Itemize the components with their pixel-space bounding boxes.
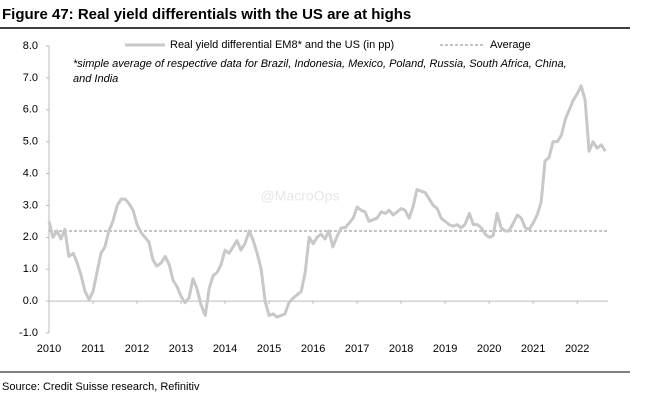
x-tick-label: 2013 <box>169 343 193 355</box>
y-tick-label: 5.0 <box>23 136 38 148</box>
x-tick-label: 2019 <box>433 343 457 355</box>
y-tick-label: 8.0 <box>23 40 38 52</box>
x-tick-label: 2017 <box>345 343 369 355</box>
watermark: @MacroOps <box>261 188 340 204</box>
y-tick-label: 2.0 <box>23 231 38 243</box>
x-tick-label: 2018 <box>389 343 413 355</box>
y-tick-label: -1.0 <box>19 327 38 339</box>
y-tick-label: 4.0 <box>23 167 38 179</box>
x-tick-label: 2020 <box>477 343 501 355</box>
series-line <box>47 84 607 319</box>
x-tick-label: 2016 <box>301 343 325 355</box>
note: *simple average of respective data for B… <box>73 58 567 85</box>
x-tick-label: 2014 <box>213 343 237 355</box>
legend-label: Average <box>490 39 531 51</box>
source: Source: Credit Suisse research, Refiniti… <box>2 381 200 393</box>
y-tick-label: 7.0 <box>23 72 38 84</box>
y-tick-label: 0.0 <box>23 295 38 307</box>
x-tick-label: 2010 <box>37 343 61 355</box>
x-tick-label: 2022 <box>565 343 589 355</box>
y-tick-label: 6.0 <box>23 104 38 116</box>
x-tick-label: 2012 <box>125 343 149 355</box>
chart-title: Figure 47: Real yield differentials with… <box>2 6 411 23</box>
legend-label: Real yield differential EM8* and the US … <box>170 39 394 51</box>
y-tick-label: 3.0 <box>23 199 38 211</box>
y-tick-label: 1.0 <box>23 263 38 275</box>
x-tick-label: 2015 <box>257 343 281 355</box>
x-tick-label: 2021 <box>521 343 545 355</box>
x-tick-label: 2011 <box>81 343 105 355</box>
